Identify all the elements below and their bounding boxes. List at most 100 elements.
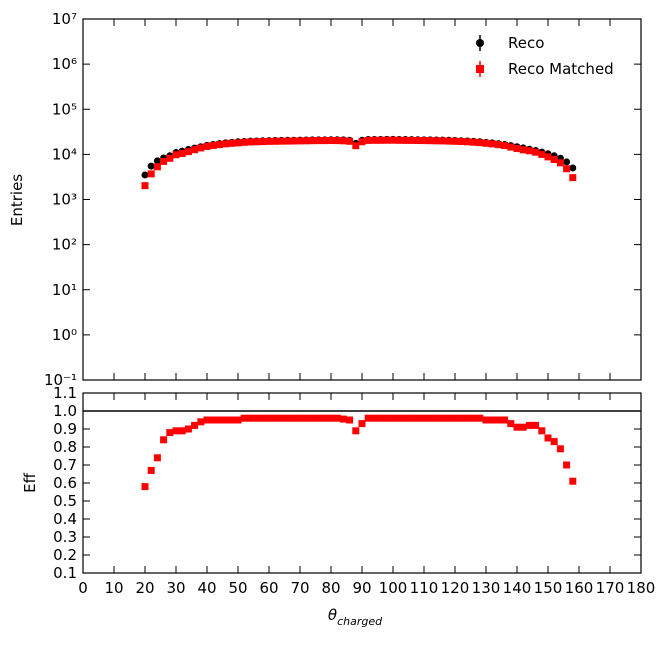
y-tick-label: 0.7: [53, 456, 77, 474]
data-point: [209, 416, 217, 424]
data-point: [414, 136, 422, 144]
data-point: [172, 151, 180, 159]
data-point: [408, 136, 416, 144]
data-point: [160, 157, 168, 165]
data-point: [240, 414, 248, 422]
data-point: [532, 421, 540, 429]
data-point: [240, 138, 248, 146]
data-point: [153, 163, 161, 171]
data-point: [501, 142, 509, 150]
data-point: [569, 164, 577, 172]
data-point: [160, 436, 168, 444]
data-point: [420, 414, 428, 422]
data-point: [277, 414, 285, 422]
data-point: [153, 157, 161, 165]
data-point: [246, 138, 254, 146]
data-point: [364, 414, 372, 422]
data-point: [358, 138, 366, 146]
data-point: [544, 153, 552, 161]
data-point: [333, 137, 341, 145]
data-point: [488, 416, 496, 424]
x-tick-label: 180: [627, 579, 656, 597]
data-point: [339, 415, 347, 423]
data-point: [191, 146, 199, 154]
data-point: [494, 141, 502, 149]
y-axis-label: Eff: [21, 472, 39, 492]
data-point: [569, 174, 577, 182]
data-point: [197, 418, 205, 426]
data-point: [451, 137, 459, 145]
data-point: [327, 414, 335, 422]
data-point: [296, 137, 304, 145]
y-tick-label: 10⁻¹: [44, 371, 77, 389]
data-point: [395, 136, 403, 144]
data-point: [222, 416, 230, 424]
x-tick-label: 20: [135, 579, 154, 597]
x-tick-label: 0: [78, 579, 88, 597]
data-point: [401, 414, 409, 422]
data-point: [234, 416, 242, 424]
data-point: [333, 414, 341, 422]
data-point: [259, 138, 267, 146]
data-point: [284, 137, 292, 145]
data-point: [215, 416, 223, 424]
data-point: [470, 414, 478, 422]
x-tick-label: 140: [503, 579, 532, 597]
data-point: [153, 454, 161, 462]
data-point: [228, 139, 236, 147]
data-point: [209, 141, 217, 149]
data-point: [265, 414, 273, 422]
data-point: [556, 159, 564, 167]
data-point: [302, 137, 310, 145]
y-tick-label: 10²: [52, 236, 77, 254]
data-point: [420, 137, 428, 145]
data-point: [370, 136, 378, 144]
data-point: [370, 414, 378, 422]
x-tick-label: 30: [166, 579, 185, 597]
data-point: [451, 414, 459, 422]
data-point: [544, 434, 552, 442]
data-point: [253, 414, 261, 422]
data-point: [432, 137, 440, 145]
data-point: [191, 421, 199, 429]
data-point: [147, 170, 155, 178]
y-tick-label: 10⁶: [52, 55, 77, 73]
x-tick-label: 90: [352, 579, 371, 597]
data-point: [259, 414, 267, 422]
data-point: [414, 414, 422, 422]
data-point: [234, 139, 242, 147]
x-tick-label: 150: [534, 579, 563, 597]
data-point: [172, 427, 180, 435]
data-point: [395, 414, 403, 422]
data-point: [377, 414, 385, 422]
data-point: [178, 149, 186, 157]
legend-label: Reco: [508, 34, 544, 52]
data-point: [228, 416, 236, 424]
x-tick-label: 110: [410, 579, 439, 597]
data-point: [302, 414, 310, 422]
data-point: [308, 414, 316, 422]
data-point: [184, 148, 192, 156]
x-tick-label: 170: [596, 579, 625, 597]
bottom-frame: [82, 392, 642, 574]
y-tick-label: 0.8: [53, 438, 77, 456]
data-point: [253, 138, 261, 146]
data-point: [178, 427, 186, 435]
data-point: [166, 429, 174, 437]
data-point: [476, 139, 484, 147]
y-tick-label: 10⁷: [52, 10, 77, 28]
data-point: [470, 138, 478, 146]
data-point: [339, 137, 347, 145]
data-point: [457, 414, 465, 422]
data-point: [476, 414, 484, 422]
y-tick-label: 0.9: [53, 420, 77, 438]
data-point: [463, 138, 471, 146]
data-point: [482, 416, 490, 424]
data-point: [550, 438, 558, 446]
data-point: [184, 425, 192, 433]
y-tick-label: 0.3: [53, 528, 77, 546]
data-point: [215, 141, 223, 149]
data-point: [401, 136, 409, 144]
x-axis-label: θcharged: [328, 606, 383, 628]
